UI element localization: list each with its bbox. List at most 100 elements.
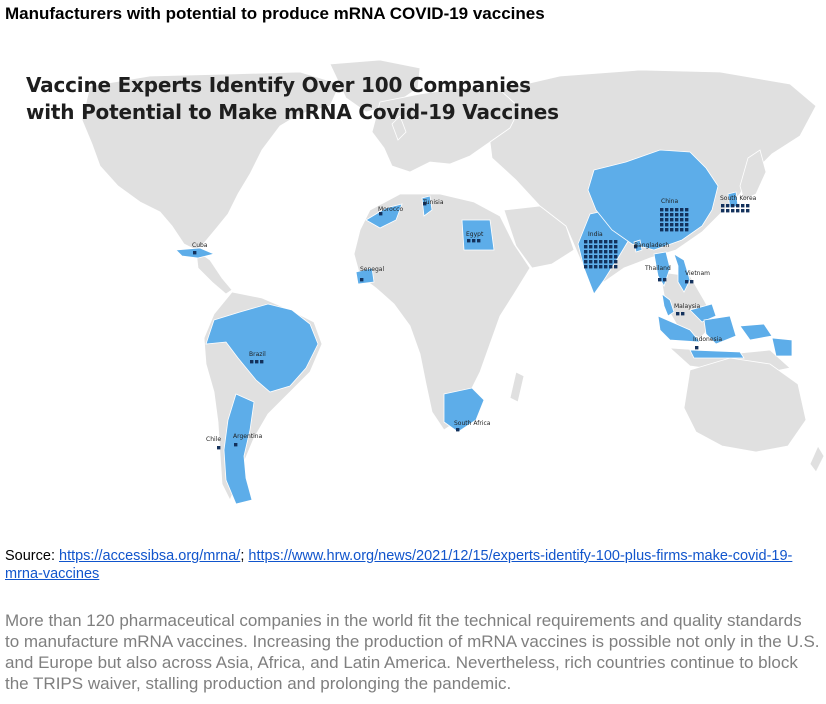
india-company-marker — [589, 255, 593, 259]
india-company-marker — [584, 240, 588, 244]
india-company-marker — [594, 265, 598, 269]
china-company-marker — [660, 223, 664, 227]
china-company-marker — [685, 228, 689, 232]
country-labels: Cuba Morocco Tunisia Egypt Senegal Brazil Chil… — [192, 195, 757, 443]
malaysia-company-marker — [676, 312, 680, 316]
brazil-company-marker — [255, 360, 259, 364]
map-heading-line2: with Potential to Make mRNA Covid-19 Vac… — [26, 100, 559, 124]
china-company-marker — [685, 213, 689, 217]
world-map: Cuba Morocco Tunisia Egypt Senegal Brazil Chil… — [0, 54, 826, 530]
south-korea-company-marker — [721, 204, 725, 208]
india-company-marker — [599, 255, 603, 259]
china-company-marker — [675, 223, 679, 227]
india-company-marker — [599, 240, 603, 244]
india-company-marker — [609, 245, 613, 249]
malaysia-label: Malaysia — [674, 303, 701, 310]
india-company-marker — [614, 250, 618, 254]
south-korea-company-marker — [746, 209, 750, 213]
tunisia-label: Tunisia — [422, 199, 444, 206]
senegal-company-marker — [360, 278, 364, 282]
india-company-marker — [594, 260, 598, 264]
india-company-marker — [609, 250, 613, 254]
bangladesh-company-marker — [634, 245, 638, 249]
thailand-company-marker — [663, 278, 667, 282]
source-link-accessibsa[interactable]: https://accessibsa.org/mrna/ — [59, 548, 241, 564]
india-company-marker — [599, 265, 603, 269]
chile-company-marker — [217, 446, 221, 450]
china-company-marker — [685, 218, 689, 222]
vietnam-company-marker — [685, 280, 689, 284]
north-america-land — [81, 71, 341, 251]
thailand-company-marker — [658, 278, 662, 282]
thailand-label: Thailand — [644, 265, 671, 272]
south-korea-company-marker — [741, 209, 745, 213]
india-company-marker — [599, 245, 603, 249]
world-map-svg: Cuba Morocco Tunisia Egypt Senegal Brazil Chil… — [81, 59, 825, 505]
bangladesh-label: Bangladesh — [634, 242, 669, 249]
india-company-marker — [594, 240, 598, 244]
india-company-marker — [604, 265, 608, 269]
india-company-marker — [599, 260, 603, 264]
india-company-marker — [614, 245, 618, 249]
india-company-marker — [589, 250, 593, 254]
china-company-marker — [665, 218, 669, 222]
china-company-marker — [670, 213, 674, 217]
argentina-label: Argentina — [233, 433, 263, 440]
india-company-marker — [609, 255, 613, 259]
india-company-marker — [589, 245, 593, 249]
morocco-shape — [365, 203, 403, 229]
india-company-marker — [599, 250, 603, 254]
egypt-shape — [461, 219, 495, 251]
australia-land — [683, 357, 807, 453]
map-heading-line1: Vaccine Experts Identify Over 100 Compan… — [26, 73, 531, 97]
vietnam-company-marker — [690, 280, 694, 284]
india-company-marker — [604, 255, 608, 259]
china-company-marker — [670, 218, 674, 222]
india-company-marker — [584, 255, 588, 259]
china-company-marker — [675, 208, 679, 212]
china-company-marker — [665, 228, 669, 232]
china-company-marker — [670, 223, 674, 227]
india-company-marker — [604, 240, 608, 244]
china-company-marker — [675, 213, 679, 217]
europe-land — [371, 87, 521, 173]
brazil-company-marker — [250, 360, 254, 364]
page-title: Manufacturers with potential to produce … — [5, 4, 545, 23]
china-label: China — [661, 198, 678, 205]
india-company-marker — [614, 240, 618, 244]
cuba-label: Cuba — [192, 242, 208, 249]
china-company-marker — [660, 208, 664, 212]
south-korea-company-marker — [731, 204, 735, 208]
indonesia-label: Indonesia — [693, 336, 722, 343]
brazil-label: Brazil — [249, 351, 266, 358]
india-company-marker — [614, 255, 618, 259]
indonesia-shape — [657, 315, 793, 359]
south-korea-company-marker — [741, 204, 745, 208]
malaysia-shape — [661, 293, 717, 323]
china-company-marker — [680, 223, 684, 227]
central-america-land — [195, 249, 233, 295]
south-korea-company-marker — [726, 204, 730, 208]
source-link-hrw[interactable]: https://www.hrw.org/news/2021/12/15/expe… — [5, 548, 793, 582]
egypt-company-marker — [467, 239, 471, 243]
china-company-marker — [660, 218, 664, 222]
india-company-marker — [584, 260, 588, 264]
south-africa-shape — [443, 387, 485, 433]
map-heading: Vaccine Experts Identify Over 100 Compan… — [26, 72, 559, 126]
chile-label: Chile — [206, 436, 221, 443]
india-company-marker — [589, 240, 593, 244]
india-label: India — [588, 231, 603, 238]
china-company-marker — [685, 223, 689, 227]
china-company-marker — [665, 223, 669, 227]
base-land — [81, 59, 825, 501]
egypt-company-marker — [477, 239, 481, 243]
india-company-marker — [594, 245, 598, 249]
india-company-marker — [604, 260, 608, 264]
india-company-marker — [589, 260, 593, 264]
thailand-shape — [653, 251, 671, 287]
china-company-marker — [680, 213, 684, 217]
south-africa-company-marker — [456, 428, 460, 432]
egypt-label: Egypt — [466, 231, 484, 238]
vietnam-label: Vietnam — [685, 270, 710, 277]
india-company-marker — [614, 265, 618, 269]
